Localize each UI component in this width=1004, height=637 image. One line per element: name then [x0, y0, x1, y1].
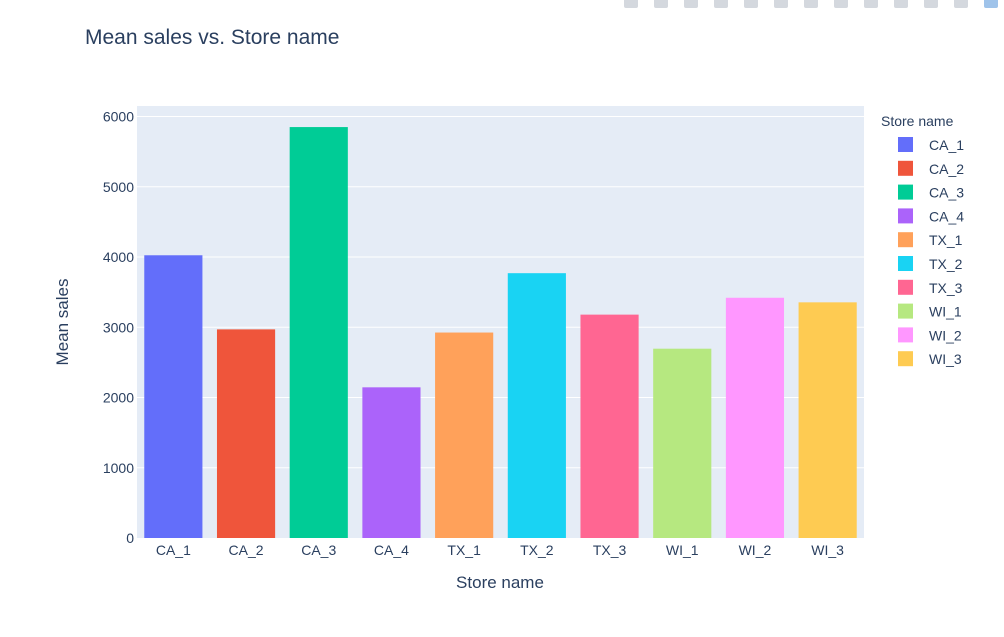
x-tick-label: WI_1 — [666, 542, 699, 558]
reset-axes-icon[interactable] — [864, 0, 878, 8]
y-axis-label: Mean sales — [53, 279, 72, 366]
legend-item[interactable]: CA_4 — [898, 208, 964, 224]
x-tick-label: WI_3 — [811, 542, 844, 558]
legend-swatch — [898, 327, 913, 343]
legend-swatch — [898, 137, 913, 152]
chart-title: Mean sales vs. Store name — [85, 26, 339, 49]
bar-wi-3[interactable] — [798, 302, 857, 538]
bar-ca-4[interactable] — [362, 387, 421, 538]
lasso-icon[interactable] — [744, 0, 758, 8]
legend: Store name CA_1 CA_2 CA_3 CA_4 TX_1 TX_2 TX_3 W… — [881, 113, 964, 367]
legend-item[interactable]: TX_3 — [898, 279, 963, 296]
legend-label: TX_2 — [929, 256, 963, 272]
y-tick-label: 4000 — [103, 249, 134, 265]
y-tick-label: 3000 — [103, 319, 134, 335]
y-tick-label: 5000 — [103, 179, 134, 195]
legend-item[interactable]: TX_2 — [898, 256, 963, 272]
legend-label: CA_1 — [929, 137, 964, 153]
legend-item[interactable]: CA_2 — [898, 160, 964, 177]
legend-swatch — [898, 208, 913, 224]
legend-item[interactable]: WI_1 — [898, 303, 962, 320]
legend-swatch — [898, 184, 913, 200]
legend-item[interactable]: CA_3 — [898, 184, 964, 201]
bar-ca-1[interactable] — [144, 255, 203, 538]
legend-swatch — [898, 232, 913, 248]
bar-tx-1[interactable] — [435, 332, 494, 538]
y-tick-label: 0 — [126, 530, 134, 546]
zoom-in-icon[interactable] — [774, 0, 788, 8]
x-axis-ticks: CA_1 CA_2 CA_3 CA_4 TX_1 TX_2 TX_3 WI_1 WI_2 WI_3 — [156, 542, 844, 558]
legend-items: CA_1 CA_2 CA_3 CA_4 TX_1 TX_2 TX_3 WI_1 WI_2 WI_3 — [898, 137, 964, 367]
bar-wi-1[interactable] — [653, 348, 712, 538]
legend-swatch — [898, 279, 913, 295]
legend-item[interactable]: CA_1 — [898, 137, 964, 153]
spike-lines-icon[interactable] — [894, 0, 908, 8]
zoom-icon[interactable] — [654, 0, 668, 8]
bar-wi-2[interactable] — [725, 297, 785, 538]
legend-swatch — [898, 256, 913, 271]
x-tick-label: TX_3 — [593, 542, 627, 558]
legend-item[interactable]: TX_1 — [898, 232, 963, 248]
bars — [144, 127, 857, 538]
y-tick-label: 1000 — [103, 460, 134, 476]
x-tick-label: CA_3 — [301, 542, 336, 558]
legend-label: CA_4 — [929, 208, 964, 224]
x-tick-label: WI_2 — [739, 542, 772, 558]
modebar — [558, 0, 998, 10]
bar-ca-3[interactable] — [289, 127, 348, 538]
legend-swatch — [898, 160, 913, 176]
legend-label: CA_3 — [929, 185, 964, 201]
legend-swatch — [898, 303, 913, 319]
zoom-out-icon[interactable] — [804, 0, 818, 8]
pan-icon[interactable] — [684, 0, 698, 8]
x-tick-label: TX_1 — [447, 542, 481, 558]
legend-label: WI_3 — [929, 351, 962, 367]
legend-label: TX_3 — [929, 280, 963, 296]
x-axis-label: Store name — [456, 573, 544, 592]
legend-label: WI_2 — [929, 327, 962, 343]
y-tick-label: 6000 — [103, 109, 134, 125]
bar-tx-3[interactable] — [580, 314, 639, 538]
bar-tx-2[interactable] — [507, 273, 566, 538]
hover-compare-icon[interactable] — [954, 0, 968, 8]
legend-swatch — [898, 351, 913, 367]
x-tick-label: CA_4 — [374, 542, 409, 558]
hover-closest-icon[interactable] — [924, 0, 938, 8]
autoscale-icon[interactable] — [834, 0, 848, 8]
legend-label: TX_1 — [929, 232, 963, 248]
plotly-logo-icon[interactable] — [984, 0, 998, 8]
legend-item[interactable]: WI_2 — [898, 327, 962, 343]
x-tick-label: CA_2 — [229, 542, 264, 558]
legend-title: Store name — [881, 113, 954, 129]
y-tick-label: 2000 — [103, 390, 134, 406]
x-tick-label: CA_1 — [156, 542, 191, 558]
legend-label: WI_1 — [929, 304, 962, 320]
legend-label: CA_2 — [929, 161, 964, 177]
camera-icon[interactable] — [624, 0, 638, 8]
y-axis-ticks: 0 1000 2000 3000 4000 5000 6000 — [103, 109, 134, 546]
bar-ca-2[interactable] — [216, 329, 276, 538]
box-select-icon[interactable] — [714, 0, 728, 8]
x-tick-label: TX_2 — [520, 542, 554, 558]
legend-item[interactable]: WI_3 — [898, 351, 962, 367]
